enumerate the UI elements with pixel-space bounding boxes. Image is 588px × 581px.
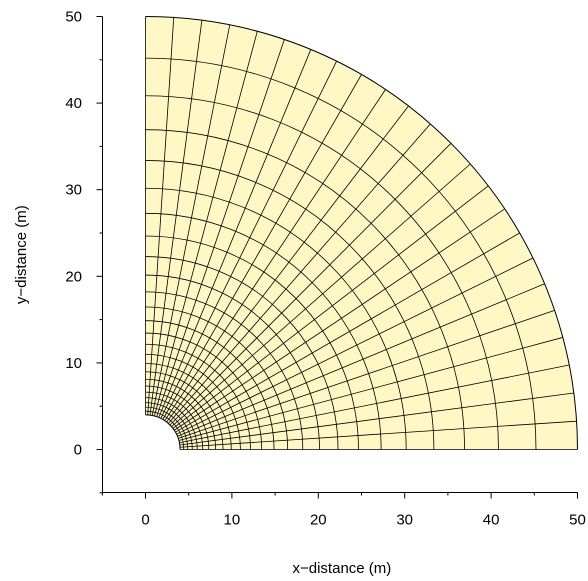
x-axis-title: x−distance (m) [293, 560, 392, 577]
mesh-spoke [160, 60, 337, 419]
mesh-spoke [179, 420, 577, 448]
mesh-spoke [177, 283, 545, 437]
mesh-spoke [171, 163, 471, 427]
mesh-spoke [149, 20, 203, 416]
x-tick-label: 50 [569, 512, 586, 529]
x-tick-label: 40 [483, 512, 500, 529]
y-tick-label: 40 [65, 95, 82, 112]
x-tick-label: 20 [310, 512, 327, 529]
mesh-spoke [175, 232, 520, 433]
mesh-spoke [158, 49, 312, 418]
mesh-spoke [151, 24, 231, 416]
mesh-spoke [164, 89, 386, 421]
x-tick-label: 0 [141, 512, 149, 529]
y-tick-label: 10 [65, 355, 82, 372]
mesh-spoke [156, 39, 285, 417]
mesh-spoke [179, 392, 574, 446]
y-tick-label: 30 [65, 182, 82, 199]
mesh-spoke [179, 364, 570, 444]
x-tick-label: 30 [396, 512, 413, 529]
mesh-spoke [178, 309, 555, 439]
mesh-spoke [178, 337, 563, 441]
mesh-spoke [172, 185, 489, 429]
mesh-spoke [169, 143, 452, 426]
mesh-spoke [166, 105, 409, 423]
mesh-spoke [176, 257, 534, 435]
mesh-spoke [167, 123, 431, 424]
y-tick-label: 50 [65, 9, 82, 26]
ticks: 0 10 20 30 40 50 0 10 20 30 40 50 [65, 9, 586, 529]
mesh-spoke [154, 31, 258, 417]
y-axis-title: y−distance (m) [13, 205, 30, 304]
axes [102, 16, 578, 493]
y-tick-label: 20 [65, 268, 82, 285]
mesh-spoke [162, 74, 362, 420]
mesh-layer [145, 16, 578, 450]
mesh-spoke [174, 208, 505, 431]
x-tick-label: 10 [224, 512, 241, 529]
y-tick-label: 0 [74, 442, 82, 459]
mesh-spoke [147, 17, 175, 415]
